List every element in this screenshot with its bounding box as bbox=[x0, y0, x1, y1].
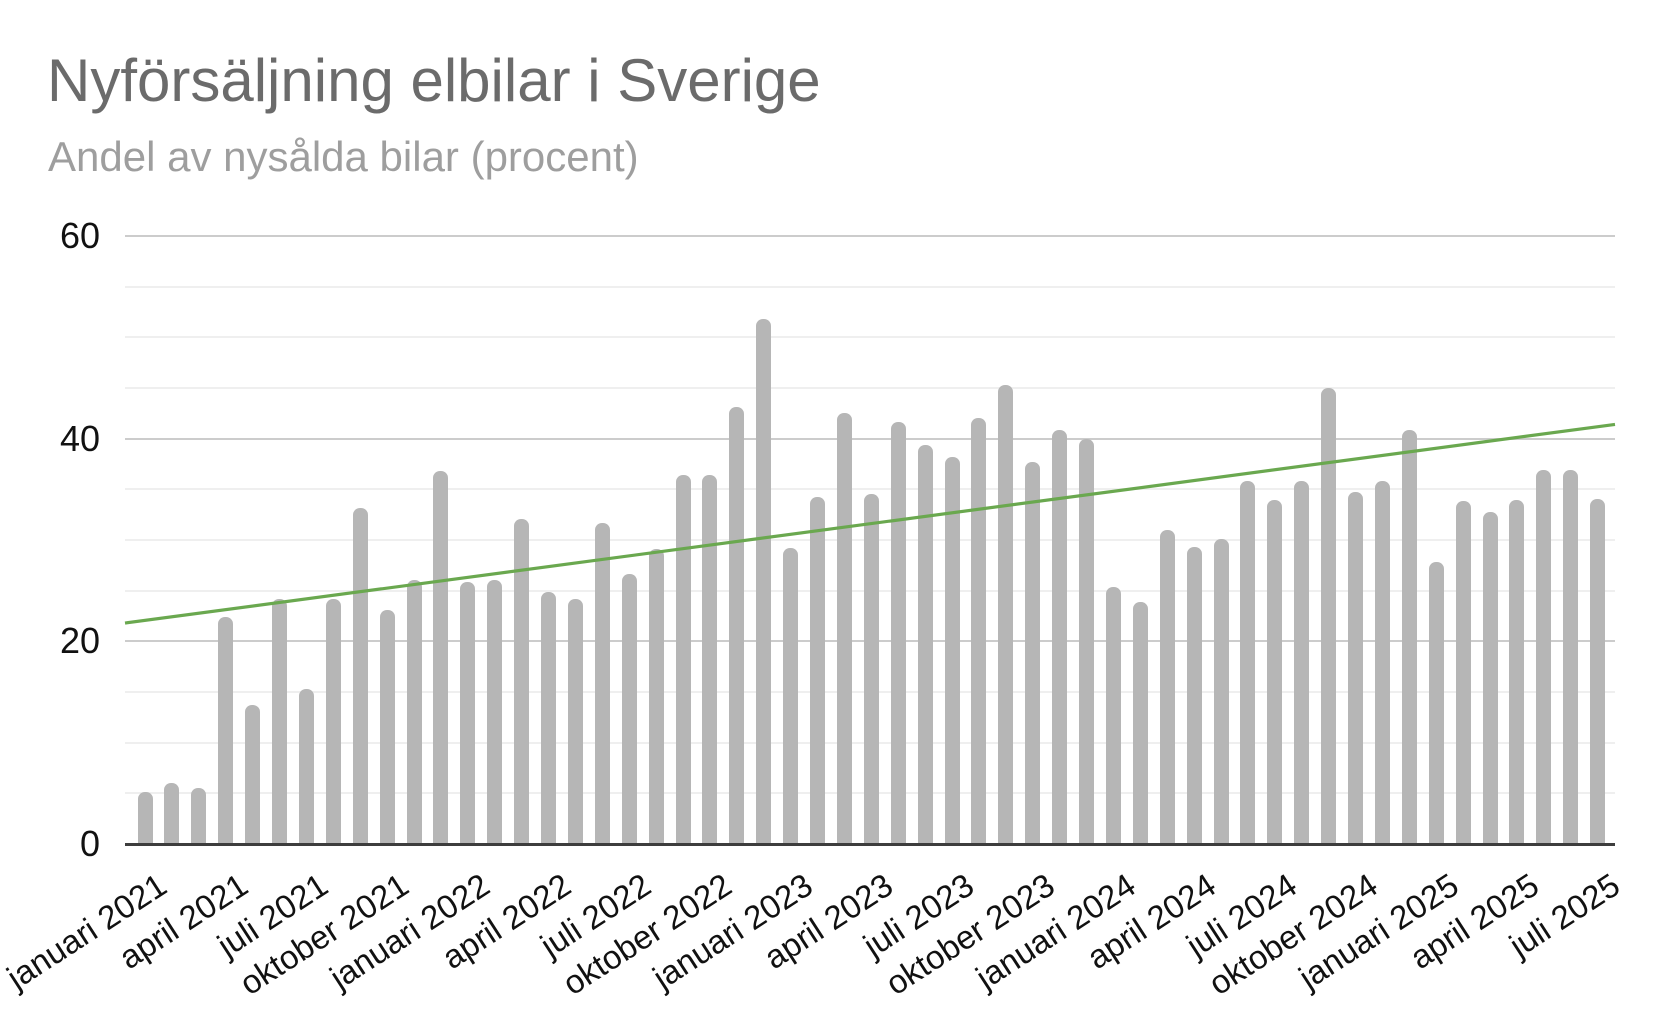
bar bbox=[1079, 438, 1094, 844]
bar bbox=[1374, 481, 1390, 844]
bar bbox=[890, 422, 906, 844]
bar bbox=[702, 475, 718, 844]
gridline-minor bbox=[125, 336, 1615, 339]
gridline-minor bbox=[125, 386, 1615, 389]
bar bbox=[1482, 511, 1498, 844]
y-axis-label: 20 bbox=[59, 620, 100, 662]
bar bbox=[1132, 601, 1148, 844]
bar bbox=[917, 444, 933, 844]
bar bbox=[1348, 492, 1363, 844]
bar bbox=[675, 475, 691, 844]
y-axis-label: 60 bbox=[59, 214, 100, 256]
bar bbox=[541, 591, 556, 844]
bar bbox=[1267, 500, 1283, 844]
bar bbox=[137, 792, 153, 844]
bar bbox=[1052, 430, 1068, 844]
bar bbox=[218, 616, 234, 844]
bar bbox=[1536, 470, 1552, 844]
bar bbox=[379, 609, 395, 844]
bar bbox=[648, 549, 664, 844]
bar bbox=[164, 783, 180, 844]
bar bbox=[1509, 500, 1525, 844]
bar bbox=[1294, 481, 1310, 844]
bar bbox=[272, 598, 287, 844]
bar bbox=[245, 705, 261, 844]
bar bbox=[298, 688, 314, 844]
y-axis-label: 40 bbox=[59, 417, 100, 459]
bar bbox=[406, 580, 422, 844]
bar bbox=[1240, 481, 1256, 844]
bar bbox=[863, 494, 879, 844]
bar bbox=[1105, 586, 1121, 844]
bar bbox=[1025, 461, 1041, 844]
gridline-minor bbox=[125, 285, 1615, 288]
bar bbox=[433, 471, 449, 844]
bar bbox=[756, 319, 772, 844]
bar bbox=[594, 522, 610, 844]
bar bbox=[1563, 470, 1579, 844]
bar bbox=[487, 580, 503, 844]
bar bbox=[1186, 547, 1202, 844]
bar bbox=[1213, 538, 1229, 844]
bar bbox=[1401, 430, 1417, 844]
x-axis-line bbox=[125, 842, 1615, 846]
bar bbox=[783, 548, 799, 844]
bar bbox=[621, 574, 637, 844]
bar bbox=[1455, 501, 1471, 844]
y-axis-label: 0 bbox=[79, 823, 100, 864]
bar bbox=[998, 384, 1014, 844]
bar bbox=[191, 788, 207, 844]
bar bbox=[836, 413, 852, 844]
bar bbox=[729, 407, 745, 844]
gridline-major bbox=[125, 234, 1615, 237]
bar bbox=[971, 418, 987, 844]
chart-subtitle: Andel av nysålda bilar (procent) bbox=[48, 133, 639, 180]
bar bbox=[514, 518, 530, 844]
bar bbox=[1428, 562, 1444, 844]
bar bbox=[567, 598, 583, 844]
bar bbox=[944, 456, 960, 844]
bar bbox=[460, 581, 476, 844]
bar bbox=[810, 497, 825, 844]
bar bbox=[352, 507, 368, 844]
chart-title: Nyförsäljning elbilar i Sverige bbox=[47, 47, 821, 114]
bar bbox=[325, 598, 341, 844]
bar bbox=[1590, 499, 1606, 844]
gridline-minor bbox=[125, 488, 1615, 491]
bar bbox=[1159, 529, 1175, 844]
bar bbox=[1321, 387, 1337, 844]
gridline-major bbox=[125, 437, 1615, 440]
